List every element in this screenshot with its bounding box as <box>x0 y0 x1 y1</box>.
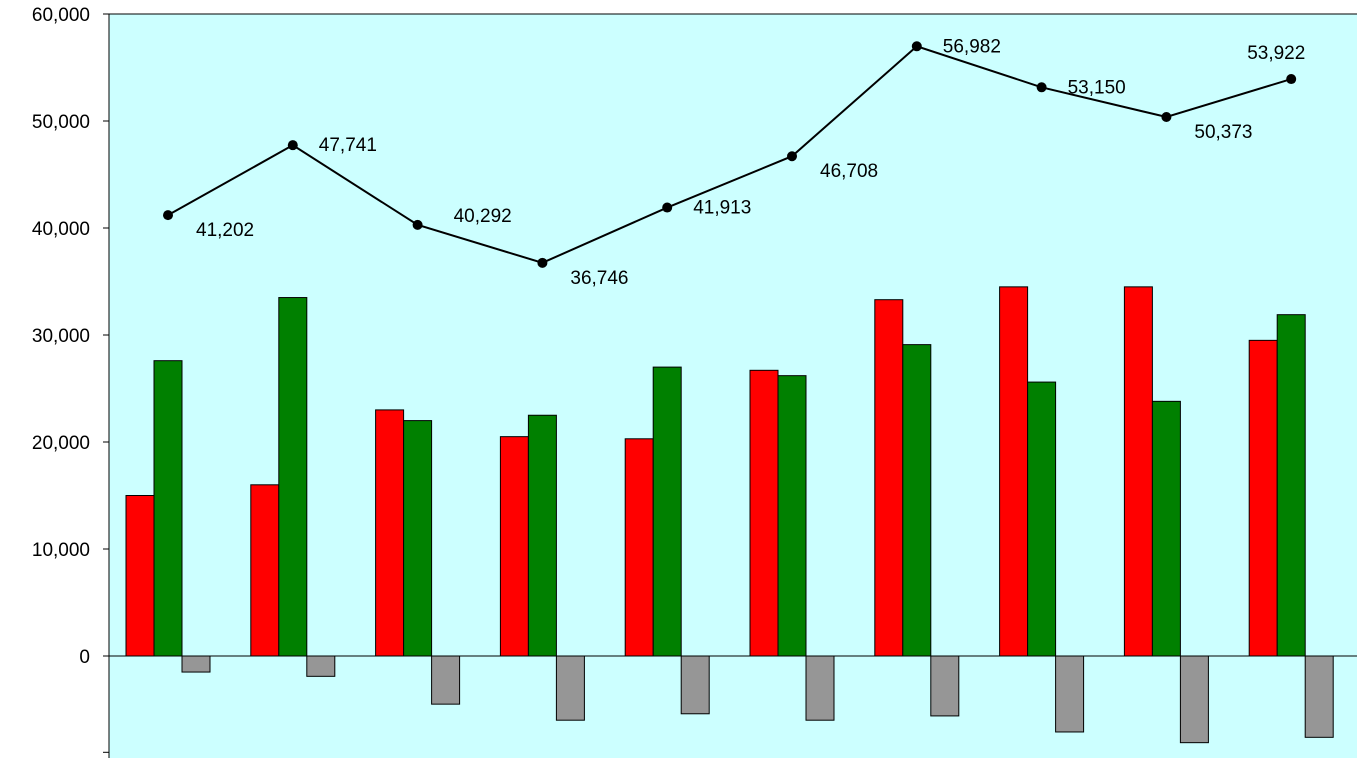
line-point-10 <box>1286 74 1297 85</box>
y-tick-label: 40,000 <box>32 219 90 240</box>
bar-3-1 <box>181 655 211 673</box>
data-label-3: 40,292 <box>454 206 512 227</box>
bar-1-1 <box>125 495 155 657</box>
line-series <box>167 45 1292 264</box>
y-tick-label: 30,000 <box>32 326 90 347</box>
line-point-1 <box>163 210 173 221</box>
bar-2-6 <box>777 375 807 657</box>
bar-1-3 <box>375 409 405 657</box>
line-point-4 <box>537 257 548 268</box>
bar-1-9 <box>1123 286 1153 657</box>
y-tick-label: 20,000 <box>32 433 90 454</box>
data-label-7: 56,982 <box>943 36 1001 57</box>
bar-1-7 <box>874 299 904 657</box>
bar-3-2 <box>306 655 336 677</box>
bar-2-5 <box>652 366 682 657</box>
bar-2-7 <box>902 344 932 657</box>
y-tick-label: 10,000 <box>32 540 90 561</box>
data-label-9: 50,373 <box>1194 122 1252 143</box>
bar-1-4 <box>499 436 529 657</box>
bar-2-2 <box>278 297 308 657</box>
y-tick-label: 0 <box>79 647 90 668</box>
bar-3-9 <box>1179 655 1209 744</box>
bar-1-8 <box>999 286 1029 657</box>
line-point-9 <box>1161 112 1172 123</box>
bar-3-6 <box>805 655 835 721</box>
bar-2-10 <box>1276 314 1306 657</box>
bar-1-5 <box>624 438 654 657</box>
data-label-10: 53,922 <box>1247 43 1305 64</box>
bar-1-10 <box>1248 339 1278 657</box>
bar-2-9 <box>1151 400 1181 657</box>
bar-1-6 <box>749 369 779 657</box>
bar-3-10 <box>1304 655 1334 738</box>
line-point-2 <box>287 140 298 151</box>
data-label-2: 47,741 <box>319 135 377 156</box>
data-label-5: 41,913 <box>693 198 751 219</box>
bar-3-3 <box>431 655 461 705</box>
line-point-3 <box>412 219 423 230</box>
bar-3-4 <box>555 655 585 721</box>
data-label-1: 41,202 <box>196 220 254 241</box>
y-tick-label: 50,000 <box>32 112 90 133</box>
bar-1-2 <box>250 484 280 657</box>
bar-3-8 <box>1055 655 1085 733</box>
bar-2-4 <box>527 414 557 657</box>
line-point-8 <box>1036 82 1047 93</box>
y-tick-label: 60,000 <box>32 5 90 26</box>
data-label-6: 46,708 <box>820 161 878 182</box>
line-point-6 <box>787 151 797 162</box>
bar-2-3 <box>403 420 433 657</box>
bar-2-8 <box>1027 381 1057 657</box>
data-label-4: 36,746 <box>570 268 628 289</box>
bar-2-1 <box>153 360 183 657</box>
line-point-7 <box>911 41 922 52</box>
line-point-5 <box>662 202 673 213</box>
data-label-8: 53,150 <box>1068 77 1126 98</box>
bar-3-5 <box>680 655 710 715</box>
bar-3-7 <box>930 655 960 717</box>
